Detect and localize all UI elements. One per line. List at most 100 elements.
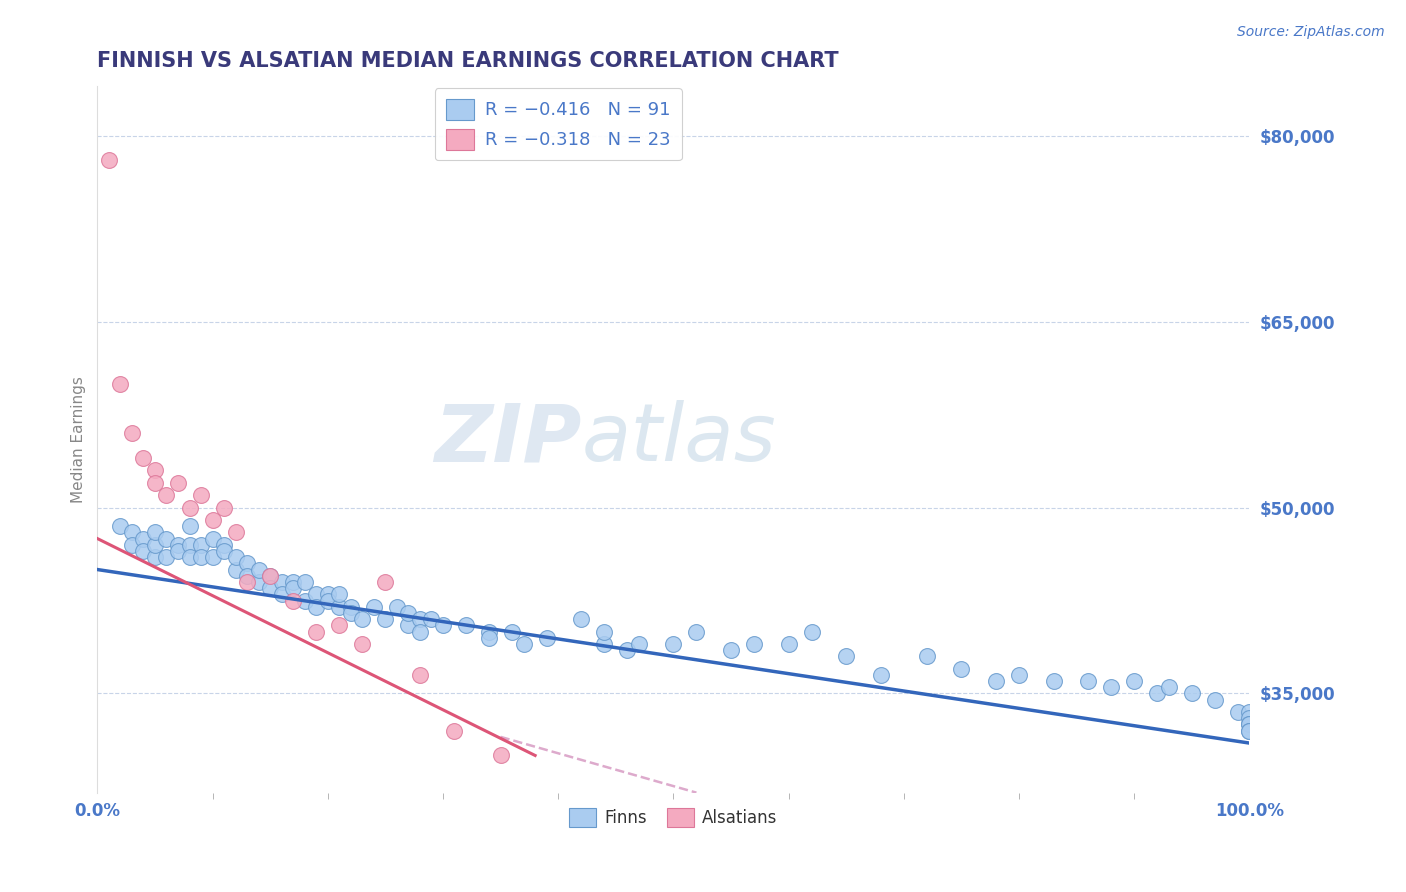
Point — [121, 426, 143, 441]
Point — [1204, 692, 1226, 706]
Point — [396, 606, 419, 620]
Point — [536, 631, 558, 645]
Point — [1239, 711, 1261, 725]
Text: Source: ZipAtlas.com: Source: ZipAtlas.com — [1237, 25, 1385, 39]
Point — [316, 587, 339, 601]
Point — [778, 637, 800, 651]
Point — [593, 624, 616, 639]
Point — [685, 624, 707, 639]
Point — [305, 587, 328, 601]
Point — [179, 519, 201, 533]
Point — [593, 637, 616, 651]
Point — [190, 488, 212, 502]
Point — [363, 599, 385, 614]
Point — [328, 618, 350, 632]
Point — [121, 538, 143, 552]
Point — [201, 550, 224, 565]
Point — [110, 519, 132, 533]
Point — [489, 748, 512, 763]
Point — [328, 587, 350, 601]
Point — [294, 574, 316, 589]
Point — [132, 544, 155, 558]
Point — [305, 624, 328, 639]
Point — [374, 612, 396, 626]
Point — [374, 574, 396, 589]
Point — [409, 668, 432, 682]
Point — [143, 525, 166, 540]
Point — [478, 631, 501, 645]
Point — [283, 581, 305, 595]
Point — [259, 568, 281, 582]
Point — [212, 544, 235, 558]
Point — [340, 599, 363, 614]
Point — [110, 376, 132, 391]
Point — [409, 612, 432, 626]
Point — [143, 463, 166, 477]
Point — [167, 475, 190, 490]
Point — [569, 612, 592, 626]
Point — [190, 538, 212, 552]
Point — [236, 557, 259, 571]
Point — [167, 544, 190, 558]
Point — [247, 562, 270, 576]
Point — [179, 500, 201, 515]
Point — [352, 637, 374, 651]
Point — [869, 668, 891, 682]
Point — [236, 568, 259, 582]
Point — [259, 581, 281, 595]
Point — [259, 568, 281, 582]
Point — [409, 624, 432, 639]
Point — [155, 488, 177, 502]
Point — [132, 532, 155, 546]
Point — [720, 643, 742, 657]
Point — [396, 618, 419, 632]
Point — [616, 643, 638, 657]
Point — [1239, 723, 1261, 738]
Point — [352, 612, 374, 626]
Point — [627, 637, 650, 651]
Point — [305, 599, 328, 614]
Point — [270, 587, 292, 601]
Point — [283, 593, 305, 607]
Point — [1146, 686, 1168, 700]
Point — [143, 550, 166, 565]
Point — [1077, 674, 1099, 689]
Point — [294, 593, 316, 607]
Point — [132, 450, 155, 465]
Point — [201, 513, 224, 527]
Point — [167, 538, 190, 552]
Point — [1123, 674, 1146, 689]
Point — [121, 525, 143, 540]
Point — [1239, 705, 1261, 719]
Point — [201, 532, 224, 546]
Point — [340, 606, 363, 620]
Point — [478, 624, 501, 639]
Point — [155, 532, 177, 546]
Point — [179, 538, 201, 552]
Point — [225, 562, 247, 576]
Point — [1226, 705, 1249, 719]
Point — [179, 550, 201, 565]
Point — [236, 574, 259, 589]
Point — [316, 593, 339, 607]
Legend: Finns, Alsatians: Finns, Alsatians — [562, 801, 785, 834]
Y-axis label: Median Earnings: Median Earnings — [72, 376, 86, 503]
Point — [420, 612, 443, 626]
Point — [1239, 717, 1261, 731]
Point — [143, 475, 166, 490]
Point — [984, 674, 1007, 689]
Point — [225, 550, 247, 565]
Point — [190, 550, 212, 565]
Point — [1008, 668, 1031, 682]
Point — [501, 624, 523, 639]
Point — [143, 538, 166, 552]
Text: ZIP: ZIP — [434, 401, 581, 478]
Point — [443, 723, 465, 738]
Point — [835, 649, 858, 664]
Point — [915, 649, 938, 664]
Point — [283, 574, 305, 589]
Point — [212, 500, 235, 515]
Point — [512, 637, 534, 651]
Point — [247, 574, 270, 589]
Point — [1099, 681, 1122, 695]
